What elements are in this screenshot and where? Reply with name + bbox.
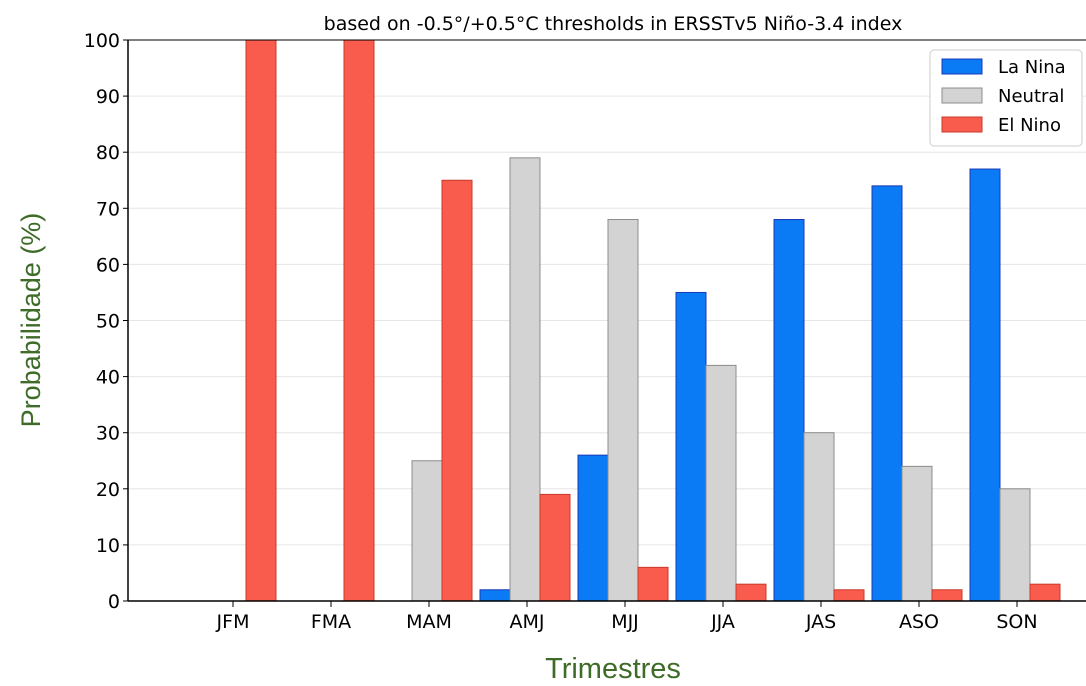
bar-el-nino-jja: [735, 583, 767, 602]
bar-el-nino-mjj: [637, 566, 669, 602]
bar-el-nino-jfm: [245, 39, 277, 602]
bar-el-nino-aso: [931, 589, 963, 602]
y-tick-label: 100: [84, 30, 120, 52]
bar-la-nina-jas: [773, 219, 805, 602]
legend-label: La Nina: [998, 57, 1066, 78]
x-tick-label: ASO: [899, 611, 939, 633]
bar-el-nino-amj: [539, 493, 571, 602]
bar-el-nino-jas: [833, 589, 865, 602]
bars: [245, 39, 1061, 602]
x-tick-label: SON: [996, 611, 1037, 633]
x-tick-label: MJJ: [611, 611, 639, 633]
bar-neutral-jja: [705, 364, 737, 602]
bar-la-nina-amj: [479, 589, 511, 602]
x-tick-label: FMA: [311, 611, 351, 633]
x-axis-label: Trimestres: [545, 653, 681, 685]
x-tick-label: AMJ: [510, 611, 545, 633]
bar-el-nino-son: [1029, 583, 1061, 602]
y-tick-label: 10: [96, 535, 120, 557]
x-tick-label: MAM: [406, 611, 452, 633]
bar-la-nina-jja: [675, 291, 707, 602]
x-tick-label: JFM: [216, 611, 250, 633]
chart-title: based on -0.5°/+0.5°C thresholds in ERSS…: [324, 13, 903, 35]
y-tick-label: 20: [96, 479, 120, 501]
y-tick-label: 80: [96, 142, 120, 164]
y-axis-label: Probabilidade (%): [16, 213, 46, 428]
y-tick-label: 40: [96, 367, 120, 389]
bar-neutral-amj: [509, 157, 541, 602]
legend-swatch-la-nina: [941, 58, 983, 75]
bar-la-nina-son: [969, 168, 1001, 602]
legend-swatch-neutral: [941, 87, 983, 104]
y-tick-label: 50: [96, 311, 120, 333]
y-tick-label: 90: [96, 86, 120, 108]
legend-label: El Nino: [998, 115, 1061, 136]
y-tick-label: 70: [96, 198, 120, 220]
bar-la-nina-mjj: [577, 454, 609, 602]
y-tick-label: 60: [96, 254, 120, 276]
bar-neutral-aso: [901, 465, 933, 602]
y-tick-label: 0: [108, 591, 120, 613]
bar-neutral-mam: [411, 460, 443, 602]
x-tick-label: JJA: [710, 611, 735, 633]
legend-label: Neutral: [998, 86, 1064, 107]
x-tick-label: JAS: [805, 611, 836, 633]
legend-swatch-el-nino: [941, 116, 983, 133]
bar-neutral-son: [999, 488, 1031, 602]
tick-labels: 0 10 20 30 40 50 60 70 80 90 100 JFM FMA MAM AMJ MJJ JJA…: [84, 30, 1038, 633]
bar-neutral-jas: [803, 432, 835, 602]
bar-la-nina-aso: [871, 185, 903, 602]
legend: La Nina Neutral El Nino: [929, 49, 1083, 147]
y-tick-label: 30: [96, 423, 120, 445]
bar-el-nino-mam: [441, 179, 473, 602]
bar-el-nino-fma: [343, 39, 375, 602]
bar-neutral-mjj: [607, 219, 639, 602]
